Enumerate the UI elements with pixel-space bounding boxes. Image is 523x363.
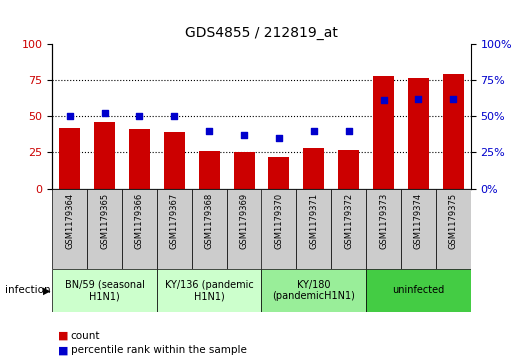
Bar [268,157,289,189]
Bar [436,189,471,269]
Text: ■: ■ [58,345,68,355]
Point [240,132,248,138]
Text: GSM1179364: GSM1179364 [65,193,74,249]
Text: GSM1179371: GSM1179371 [309,193,319,249]
Text: GSM1179374: GSM1179374 [414,193,423,249]
Text: KY/180
(pandemicH1N1): KY/180 (pandemicH1N1) [272,280,355,301]
Point [310,128,318,134]
Bar [366,269,471,312]
Text: infection: infection [5,285,51,295]
Text: GSM1179367: GSM1179367 [170,193,179,249]
Bar [401,189,436,269]
Bar [192,189,226,269]
Text: count: count [71,331,100,341]
Bar [122,189,157,269]
Text: KY/136 (pandemic
H1N1): KY/136 (pandemic H1N1) [165,280,254,301]
Bar [164,132,185,189]
Bar [331,189,366,269]
Point [345,128,353,134]
Text: ■: ■ [58,331,68,341]
Text: uninfected: uninfected [392,285,445,295]
Bar [157,189,192,269]
Bar [94,122,115,189]
Bar [52,189,87,269]
Bar [373,76,394,189]
Point [205,128,213,134]
Bar [262,269,366,312]
Text: GSM1179370: GSM1179370 [275,193,283,249]
Bar [226,189,262,269]
Title: GDS4855 / 212819_at: GDS4855 / 212819_at [185,26,338,40]
Point [379,97,388,103]
Text: GSM1179373: GSM1179373 [379,193,388,249]
Bar [338,150,359,189]
Bar [303,148,324,189]
Point [275,135,283,141]
Point [170,113,178,119]
Point [135,113,144,119]
Bar [366,189,401,269]
Text: GSM1179368: GSM1179368 [204,193,214,249]
Bar [199,151,220,189]
Bar [262,189,297,269]
Bar [52,269,157,312]
Point [414,96,423,102]
Bar [443,74,464,189]
Point [65,113,74,119]
Text: GSM1179366: GSM1179366 [135,193,144,249]
Text: percentile rank within the sample: percentile rank within the sample [71,345,246,355]
Bar [234,152,255,189]
Point [449,96,458,102]
Text: ▶: ▶ [43,285,50,295]
Text: GSM1179369: GSM1179369 [240,193,248,249]
Text: GSM1179375: GSM1179375 [449,193,458,249]
Bar [129,129,150,189]
Point [100,110,109,116]
Text: GSM1179365: GSM1179365 [100,193,109,249]
Bar [297,189,331,269]
Bar [157,269,262,312]
Bar [408,78,429,189]
Bar [87,189,122,269]
Text: BN/59 (seasonal
H1N1): BN/59 (seasonal H1N1) [65,280,144,301]
Text: GSM1179372: GSM1179372 [344,193,353,249]
Bar [59,128,80,189]
